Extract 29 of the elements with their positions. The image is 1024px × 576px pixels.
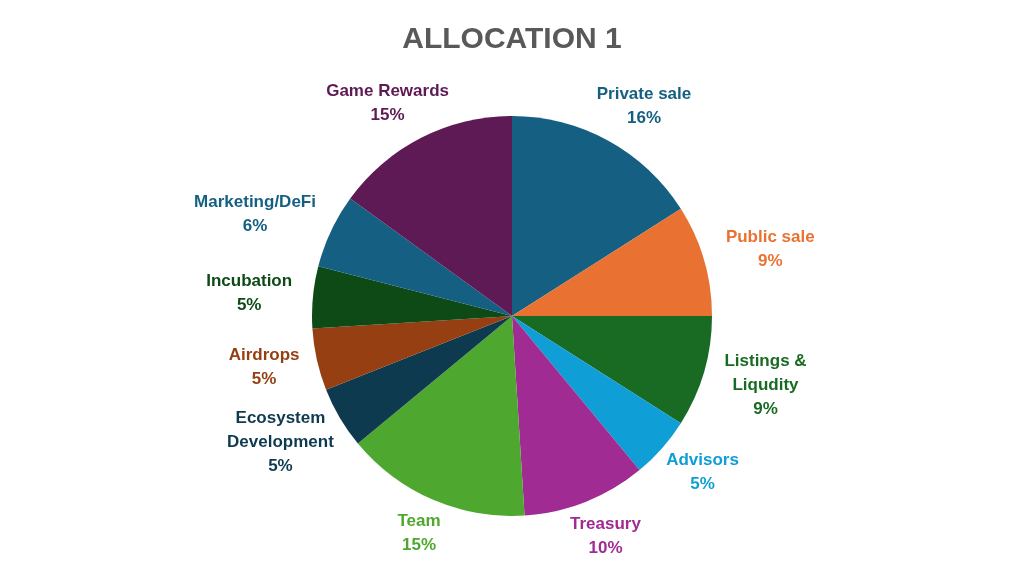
data-label: 6% <box>242 216 268 236</box>
data-label: 15% <box>370 105 405 125</box>
slice-label: Treasury <box>570 514 642 534</box>
data-label: 16% <box>626 108 662 128</box>
slice-label: Marketing/DeFi <box>194 192 316 212</box>
slice-label: Incubation <box>206 271 293 291</box>
chart-title: ALLOCATION 1 <box>402 21 622 54</box>
slice-label: Game Rewards <box>326 81 450 101</box>
slice-label: Listings & Liqudity <box>724 351 807 395</box>
data-label: 5% <box>690 474 715 494</box>
data-label: 5% <box>236 295 262 315</box>
data-label: 9% <box>753 399 778 419</box>
pie-slice <box>312 266 512 329</box>
slice-label: Advisors <box>666 450 739 470</box>
slice-label: Public sale <box>725 227 815 247</box>
data-label: 9% <box>758 251 783 271</box>
slice-label: Team <box>397 511 441 531</box>
data-label: 15% <box>402 535 437 555</box>
slice-label: Airdrops <box>228 345 300 365</box>
pie-slice <box>312 316 512 390</box>
pie-slice <box>512 316 640 516</box>
data-label: 5% <box>268 456 293 476</box>
slice-label: Ecosystem Development <box>227 408 335 452</box>
pie-slice <box>512 316 712 424</box>
data-label: 5% <box>251 369 277 389</box>
pie-slice <box>512 208 712 316</box>
data-label: 10% <box>588 538 623 558</box>
pie-slice <box>357 316 525 516</box>
slice-label: Private sale <box>596 84 692 104</box>
